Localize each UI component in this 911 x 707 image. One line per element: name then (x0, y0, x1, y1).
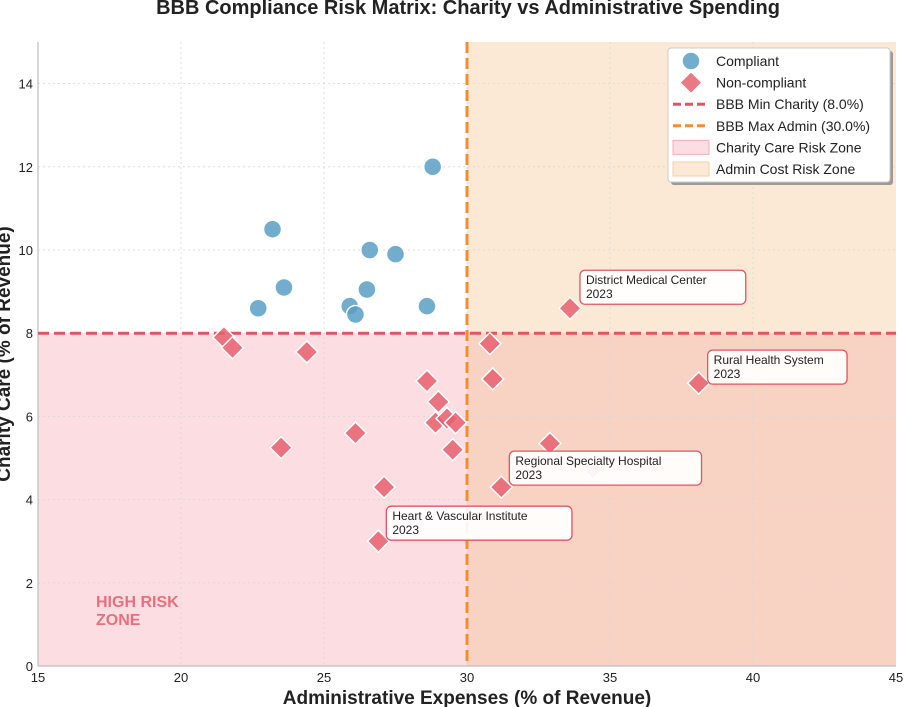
compliant-point (417, 296, 437, 316)
high-risk-zone-label-line1: HIGH RISK (96, 594, 179, 611)
y-tick-label: 6 (26, 409, 33, 424)
annotation-year: 2023 (515, 468, 542, 482)
noncompliant-point (440, 437, 465, 462)
legend-charity-zone-swatch (672, 139, 710, 155)
noncompliant-point (443, 410, 468, 435)
annotation-year: 2023 (392, 523, 419, 537)
legend-frame (667, 47, 891, 183)
noncompliant-point (477, 331, 502, 356)
x-tick-label: 45 (889, 670, 903, 685)
y-tick-label: 14 (19, 77, 33, 92)
annotation-name: Heart & Vascular Institute (392, 509, 527, 523)
x-tick-label: 40 (746, 670, 760, 685)
legend-min-charity-label: BBB Min Charity (8.0%) (716, 96, 864, 112)
noncompliant-point (294, 339, 319, 364)
noncompliant-point (269, 435, 294, 460)
compliant-point (274, 277, 294, 298)
compliant-point (385, 244, 406, 264)
legend-noncompliant-swatch (678, 70, 704, 95)
compliant-point (262, 219, 283, 239)
noncompliant-point (343, 420, 368, 446)
noncompliant-point (557, 296, 583, 321)
x-tick-label: 25 (317, 670, 331, 685)
annotation-box (385, 505, 573, 541)
noncompliant-point (426, 389, 451, 414)
y-tick-label: 4 (26, 493, 33, 508)
annotation-box (579, 269, 747, 305)
annotation-box (707, 349, 848, 385)
x-tick-label: 30 (460, 670, 474, 685)
y-axis-title: Charity Care (% of Revenue) (0, 226, 15, 482)
y-tick-label: 2 (26, 576, 33, 591)
annotation-year: 2023 (714, 367, 741, 381)
legend-noncompliant-label: Non-compliant (716, 75, 806, 91)
annotation-year: 2023 (586, 287, 613, 301)
compliant-point (357, 279, 377, 300)
legend-admin-zone-label: Admin Cost Risk Zone (716, 161, 855, 177)
annotation-box (508, 450, 703, 486)
annotation-name: District Medical Center (586, 273, 707, 287)
y-tick-label: 0 (26, 659, 33, 674)
data-markers (211, 157, 711, 554)
legend-admin-zone-swatch (672, 161, 710, 177)
noncompliant-point (480, 366, 505, 392)
compliant-point (345, 304, 366, 325)
legend-compliant-swatch (681, 51, 701, 71)
compliant-point (360, 240, 380, 260)
legend: Compliant Non-compliant BBB Min Charity (8… (667, 47, 893, 185)
noncompliant-point (220, 335, 245, 360)
y-tick-label: 10 (19, 243, 33, 258)
annotation-name: Regional Specialty Hospital (515, 454, 661, 468)
compliant-point (248, 298, 268, 318)
x-tick-label: 20 (174, 670, 188, 685)
noncompliant-point (414, 368, 440, 394)
x-tick-label: 15 (31, 670, 45, 685)
noncompliant-point (489, 475, 514, 500)
annotation-name: Rural Health System (714, 353, 824, 367)
noncompliant-point (366, 529, 391, 554)
x-axis-title: Administrative Expenses (% of Revenue) (283, 688, 652, 707)
legend-max-admin-label: BBB Max Admin (30.0%) (716, 118, 870, 134)
high-risk-zone-label-line2: ZONE (96, 612, 141, 629)
noncompliant-point (371, 475, 397, 500)
chart-title: BBB Compliance Risk Matrix: Charity vs A… (156, 0, 780, 19)
y-tick-label: 12 (19, 160, 33, 175)
reference-lines (38, 42, 896, 666)
noncompliant-point (686, 371, 711, 396)
legend-charity-zone-label: Charity Care Risk Zone (716, 139, 862, 155)
axes: 15 20 25 30 35 40 45 0 2 4 6 8 10 12 14 (19, 42, 903, 685)
legend-compliant-label: Compliant (716, 53, 779, 69)
compliant-point (422, 157, 443, 177)
y-tick-label: 8 (26, 326, 33, 341)
x-tick-label: 35 (603, 670, 617, 685)
